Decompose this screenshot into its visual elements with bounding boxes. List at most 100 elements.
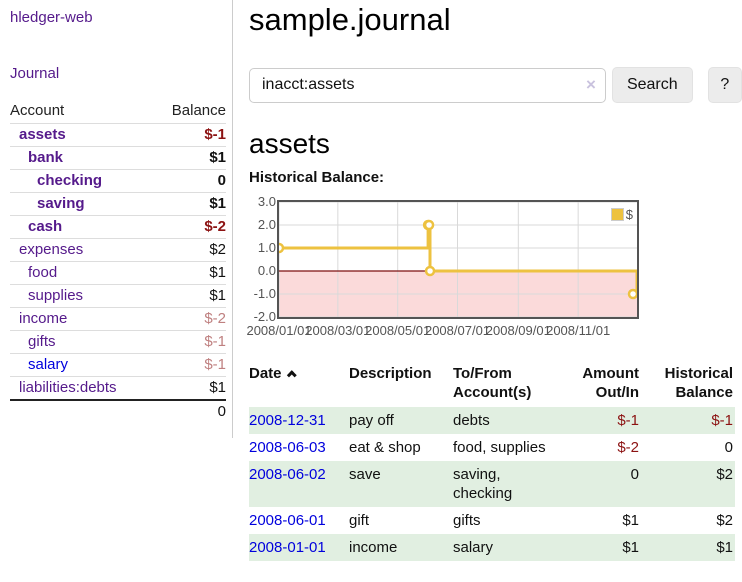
transaction-row: 2008-06-02 save saving, checking 0 $2 xyxy=(249,461,735,507)
transaction-amount: $-2 xyxy=(617,439,639,456)
transaction-accounts: food, supplies xyxy=(453,439,546,456)
chart-plot-area: $ xyxy=(277,200,639,319)
transaction-date-link[interactable]: 2008-12-31 xyxy=(249,412,326,429)
transaction-date-link[interactable]: 2008-01-01 xyxy=(249,539,326,556)
transaction-description: income xyxy=(349,539,398,556)
legend-label: $ xyxy=(625,207,633,222)
data-point-marker xyxy=(423,219,435,231)
transaction-description: eat & shop xyxy=(349,439,421,456)
accounts-header-account: Account xyxy=(10,102,65,119)
transaction-date-link[interactable]: 2008-06-01 xyxy=(249,512,326,529)
account-balance: $1 xyxy=(209,287,226,304)
transaction-amount: $1 xyxy=(622,539,639,556)
account-link[interactable]: checking xyxy=(37,172,103,189)
account-link[interactable]: income xyxy=(19,310,68,327)
account-link[interactable]: liabilities:debts xyxy=(19,379,117,396)
account-row: salary $-1 xyxy=(10,353,226,377)
y-axis-tick-label: 2.0 xyxy=(257,217,276,232)
account-row: gifts $-1 xyxy=(10,330,226,354)
y-axis-tick-label: -1.0 xyxy=(253,286,276,301)
sidebar-divider xyxy=(232,0,233,438)
account-balance: $-1 xyxy=(204,126,226,143)
account-link[interactable]: assets xyxy=(19,126,66,143)
transaction-accounts: saving, checking xyxy=(453,466,513,502)
transaction-row: 2008-01-01 income salary $1 $1 xyxy=(249,534,735,561)
data-point-marker xyxy=(279,242,285,254)
chart-legend: $ xyxy=(609,206,634,223)
account-row: cash $-2 xyxy=(10,215,226,239)
account-link[interactable]: bank xyxy=(28,149,64,166)
sidebar: hledger-web Journal Account Balance asse… xyxy=(0,0,233,423)
register-table: Date Description To/From Account(s) Amou… xyxy=(249,359,735,561)
account-link[interactable]: saving xyxy=(37,195,85,212)
account-row: saving $1 xyxy=(10,192,226,216)
account-balance: $1 xyxy=(209,379,226,396)
transaction-amount: 0 xyxy=(630,466,639,483)
account-page-title: assets xyxy=(249,128,330,159)
accounts-total-row: 0 xyxy=(10,399,226,423)
transaction-balance: $-1 xyxy=(711,412,733,429)
y-axis-tick-label: -2.0 xyxy=(253,309,276,324)
search-input[interactable] xyxy=(249,67,606,103)
account-balance: $2 xyxy=(209,241,226,258)
account-row: checking 0 xyxy=(10,169,226,193)
accounts-total-value: 0 xyxy=(153,399,226,423)
y-axis-tick-label: 1.0 xyxy=(257,240,276,255)
account-balance: $-1 xyxy=(204,333,226,350)
register-header-balance: Historical Balance xyxy=(664,365,733,401)
account-row: liabilities:debts $1 xyxy=(10,376,226,400)
search-form: × Search ? xyxy=(249,67,742,103)
x-axis-tick-label: 2008/01/01 xyxy=(246,323,312,338)
x-axis-tick-label: 2008/11/01 xyxy=(546,323,611,338)
transaction-accounts: salary xyxy=(453,539,494,556)
account-link[interactable]: salary xyxy=(28,356,69,373)
transaction-description: gift xyxy=(349,512,370,529)
account-balance: $1 xyxy=(209,264,226,281)
account-row: supplies $1 xyxy=(10,284,226,308)
account-balance: $-1 xyxy=(204,356,226,373)
account-link[interactable]: food xyxy=(28,264,58,281)
accounts-header-balance: Balance xyxy=(171,102,226,119)
account-balance: $1 xyxy=(209,195,226,212)
sidebar-item-journal[interactable]: Journal xyxy=(10,65,60,82)
data-point-marker xyxy=(627,288,637,300)
main-content: sample.journal × Search ? assets Histori… xyxy=(246,0,742,561)
register-header-amount: Amount Out/In xyxy=(582,365,639,401)
account-balance: $1 xyxy=(209,149,226,166)
account-row: expenses $2 xyxy=(10,238,226,262)
data-point-marker xyxy=(424,265,436,277)
account-row: food $1 xyxy=(10,261,226,285)
help-button[interactable]: ? xyxy=(707,67,742,103)
account-link[interactable]: cash xyxy=(28,218,63,235)
page-title: sample.journal xyxy=(249,2,451,37)
transaction-date-link[interactable]: 2008-06-03 xyxy=(249,439,326,456)
x-axis-tick-label: 2008/07/01 xyxy=(424,323,491,338)
transaction-balance: $1 xyxy=(716,539,733,556)
account-row: income $-2 xyxy=(10,307,226,331)
account-link[interactable]: supplies xyxy=(28,287,84,304)
transaction-date-link[interactable]: 2008-06-02 xyxy=(249,466,326,483)
transaction-description: save xyxy=(349,466,381,483)
accounts-table: Account Balance assets $-1 bank $1 checking 0… xyxy=(10,99,226,423)
chart-canvas xyxy=(279,202,637,317)
app-title-link[interactable]: hledger-web xyxy=(10,9,93,26)
y-axis-tick-label: 0.0 xyxy=(257,263,276,278)
x-axis-tick-label: 2008/05/01 xyxy=(365,323,431,338)
account-link[interactable]: expenses xyxy=(19,241,84,258)
x-axis-tick-label: 2008/03/01 xyxy=(305,323,371,338)
register-header-accounts: To/From Account(s) xyxy=(453,365,532,401)
transaction-accounts: debts xyxy=(453,412,490,429)
account-balance: $-2 xyxy=(204,218,226,235)
transaction-balance: $2 xyxy=(716,512,733,529)
account-balance: 0 xyxy=(217,172,226,189)
transaction-description: pay off xyxy=(349,412,394,429)
account-link[interactable]: gifts xyxy=(28,333,56,350)
register-header-date[interactable]: Date xyxy=(249,359,349,407)
transaction-row: 2008-06-01 gift gifts $1 $2 xyxy=(249,507,735,534)
x-axis-tick-label: 2008/09/01 xyxy=(485,323,551,338)
clear-search-icon[interactable]: × xyxy=(586,74,596,94)
transaction-row: 2008-06-03 eat & shop food, supplies $-2 0 xyxy=(249,434,735,461)
search-button[interactable]: Search xyxy=(611,67,693,103)
y-axis-tick-label: 3.0 xyxy=(257,194,276,209)
account-row: assets $-1 xyxy=(10,123,226,147)
